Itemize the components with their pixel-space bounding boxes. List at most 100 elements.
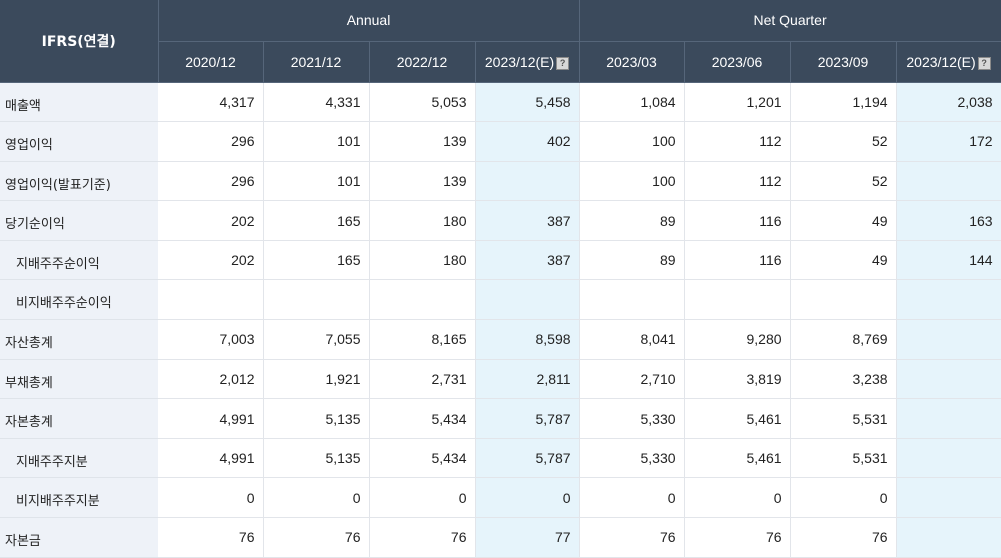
quarter-group-header: Net Quarter <box>579 0 1001 42</box>
value-cell <box>896 359 1001 400</box>
value-cell: 76 <box>579 517 685 558</box>
value-cell: 7,055 <box>263 319 370 360</box>
value-cell: 101 <box>263 161 370 202</box>
value-cell: 5,135 <box>263 438 370 479</box>
value-cell: 76 <box>369 517 476 558</box>
value-cell: 8,041 <box>579 319 685 360</box>
value-cell: 0 <box>790 477 897 519</box>
period-label: 2023/09 <box>817 53 869 70</box>
value-cell: 5,434 <box>369 398 476 439</box>
estimate-info-icon[interactable]: ? <box>977 56 991 70</box>
value-cell: 49 <box>790 240 897 281</box>
value-cell <box>263 279 370 321</box>
value-cell: 296 <box>158 121 264 162</box>
value-cell <box>896 161 1001 202</box>
value-cell: 0 <box>369 477 476 519</box>
value-cell: 8,165 <box>369 319 476 360</box>
value-cell: 77 <box>475 517 580 558</box>
value-cell: 180 <box>369 240 476 281</box>
value-cell: 2,811 <box>475 359 580 400</box>
value-cell: 76 <box>263 517 370 558</box>
table-row: 비지배주주지분 0 0 0 0 0 0 0 <box>0 477 1001 519</box>
value-cell: 4,331 <box>263 82 370 123</box>
period-label: 2023/06 <box>711 53 763 70</box>
period-label: 2020/12 <box>185 53 236 70</box>
value-cell <box>896 477 1001 519</box>
value-cell: 4,317 <box>158 82 264 123</box>
value-cell: 144 <box>896 240 1001 281</box>
value-cell: 5,531 <box>790 398 897 439</box>
value-cell: 0 <box>684 477 791 519</box>
value-cell: 8,769 <box>790 319 897 360</box>
table-row: 자산총계 7,003 7,055 8,165 8,598 8,041 9,280 8,769 <box>0 319 1001 360</box>
value-cell: 165 <box>263 200 370 241</box>
value-cell: 116 <box>684 200 791 241</box>
value-cell: 5,135 <box>263 398 370 439</box>
value-cell: 100 <box>579 161 685 202</box>
value-cell: 1,084 <box>579 82 685 123</box>
value-cell: 5,053 <box>369 82 476 123</box>
row-label: 영업이익 <box>0 121 158 162</box>
value-cell <box>896 398 1001 439</box>
row-label: 매출액 <box>0 82 158 123</box>
row-label: 지배주주순이익 <box>0 240 158 281</box>
value-cell: 5,461 <box>684 398 791 439</box>
value-cell <box>684 279 791 321</box>
value-cell: 1,194 <box>790 82 897 123</box>
table-body: 매출액 4,317 4,331 5,053 5,458 1,084 1,201 1,194 2,… <box>0 82 1001 558</box>
value-cell: 100 <box>579 121 685 162</box>
value-cell: 139 <box>369 161 476 202</box>
period-header: 2022/12 <box>369 41 476 83</box>
value-cell <box>896 517 1001 558</box>
value-cell: 76 <box>158 517 264 558</box>
table-row: 자본총계 4,991 5,135 5,434 5,787 5,330 5,461 5,531 <box>0 398 1001 439</box>
period-header-estimate: 2023/12(E)? <box>475 41 580 83</box>
value-cell: 2,731 <box>369 359 476 400</box>
row-label: 지배주주지분 <box>0 438 158 479</box>
row-label: 자본총계 <box>0 398 158 439</box>
value-cell: 163 <box>896 200 1001 241</box>
value-cell: 112 <box>684 121 791 162</box>
value-cell: 296 <box>158 161 264 202</box>
value-cell: 5,787 <box>475 438 580 479</box>
value-cell <box>896 438 1001 479</box>
row-label: 자산총계 <box>0 319 158 360</box>
table-row: 비지배주주순이익 <box>0 279 1001 321</box>
row-label: 자본금 <box>0 517 158 558</box>
value-cell: 5,330 <box>579 438 685 479</box>
row-label: 영업이익(발표기준) <box>0 161 158 202</box>
period-header: 2021/12 <box>263 41 370 83</box>
value-cell: 5,434 <box>369 438 476 479</box>
value-cell: 0 <box>263 477 370 519</box>
period-label: 2023/03 <box>606 53 657 70</box>
value-cell: 101 <box>263 121 370 162</box>
value-cell: 4,991 <box>158 438 264 479</box>
value-cell: 5,787 <box>475 398 580 439</box>
row-label: 부채총계 <box>0 359 158 400</box>
row-label: 당기순이익 <box>0 200 158 241</box>
value-cell <box>475 279 580 321</box>
value-cell: 165 <box>263 240 370 281</box>
estimate-info-icon[interactable]: ? <box>556 56 570 70</box>
value-cell: 0 <box>475 477 580 519</box>
period-header: 2023/03 <box>579 41 685 83</box>
value-cell: 387 <box>475 240 580 281</box>
table-row: 지배주주순이익 202 165 180 387 89 116 49 144 <box>0 240 1001 281</box>
value-cell: 52 <box>790 161 897 202</box>
value-cell: 76 <box>790 517 897 558</box>
value-cell: 5,461 <box>684 438 791 479</box>
value-cell: 76 <box>684 517 791 558</box>
value-cell: 2,038 <box>896 82 1001 123</box>
period-label: 2023/12(E) <box>906 53 976 70</box>
value-cell: 180 <box>369 200 476 241</box>
value-cell: 9,280 <box>684 319 791 360</box>
value-cell: 49 <box>790 200 897 241</box>
table-row: 영업이익 296 101 139 402 100 112 52 172 <box>0 121 1001 162</box>
value-cell: 0 <box>579 477 685 519</box>
period-header-estimate: 2023/12(E)? <box>896 41 1001 83</box>
value-cell <box>158 279 264 321</box>
value-cell: 5,458 <box>475 82 580 123</box>
table-row: 당기순이익 202 165 180 387 89 116 49 163 <box>0 200 1001 241</box>
value-cell: 402 <box>475 121 580 162</box>
value-cell: 387 <box>475 200 580 241</box>
